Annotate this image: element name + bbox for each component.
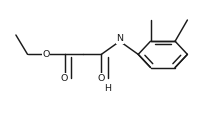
- Text: O: O: [43, 50, 50, 59]
- Text: N: N: [116, 34, 123, 43]
- Text: H: H: [104, 84, 111, 93]
- Text: O: O: [98, 74, 105, 83]
- Text: O: O: [61, 74, 68, 83]
